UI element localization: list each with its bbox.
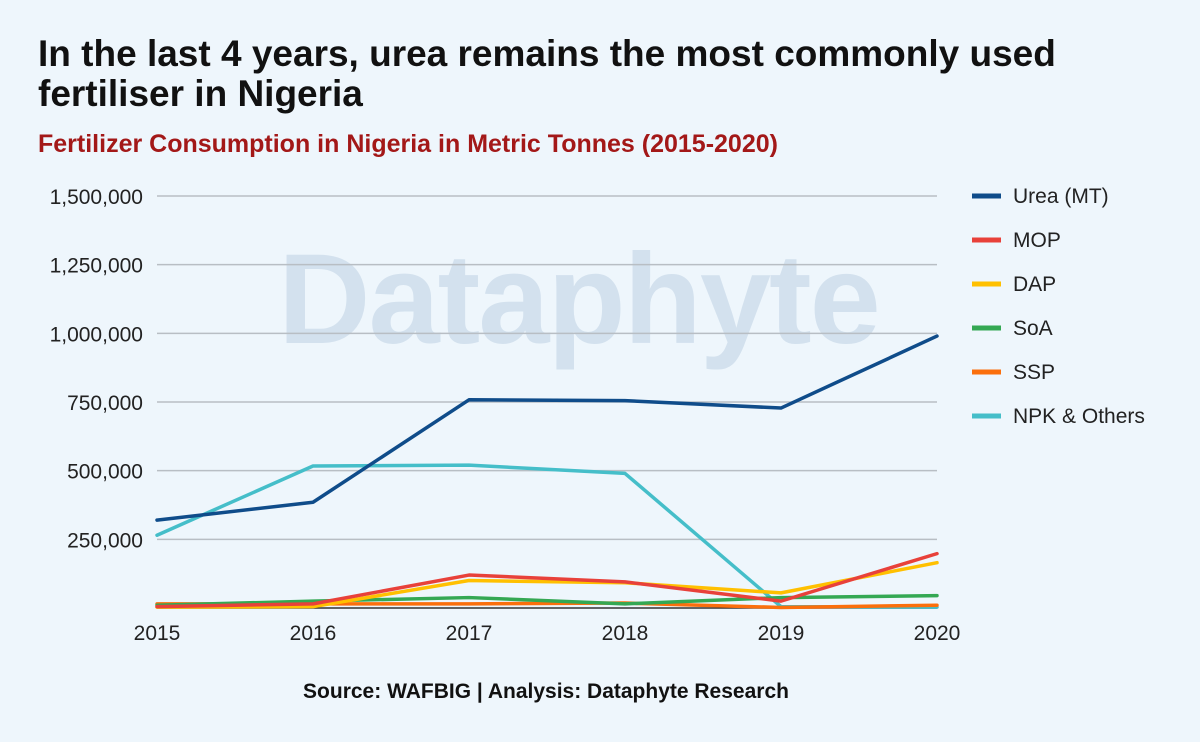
y-tick-label: 1,250,000 [50,255,143,278]
legend-label: DAP [1013,273,1056,296]
x-tick-label: 2019 [758,622,805,645]
x-tick-label: 2018 [602,622,649,645]
legend-label: MOP [1013,229,1061,252]
x-tick-label: 2015 [134,622,181,645]
y-tick-label: 1,500,000 [50,186,143,209]
x-tick-label: 2020 [914,622,961,645]
y-tick-label: 500,000 [67,461,143,484]
y-tick-label: 250,000 [67,529,143,552]
series-line-urea-mt [155,334,939,522]
source-note: Source: WAFBIG | Analysis: Dataphyte Res… [303,680,789,703]
x-tick-label: 2017 [446,622,493,645]
legend-label: NPK & Others [1013,405,1145,428]
legend-label: SSP [1013,361,1055,384]
legend-label: SoA [1013,317,1053,340]
chart-subtitle: Fertilizer Consumption in Nigeria in Met… [38,130,778,158]
y-tick-label: 750,000 [67,392,143,415]
series-line-soa [155,593,939,608]
legend-label: Urea (MT) [1013,185,1109,208]
chart-title: In the last 4 years, urea remains the mo… [38,33,1056,114]
series-line-mop [155,551,939,609]
y-tick-label: 1,000,000 [50,323,143,346]
series-line-dap [155,560,939,609]
x-tick-label: 2016 [290,622,337,645]
